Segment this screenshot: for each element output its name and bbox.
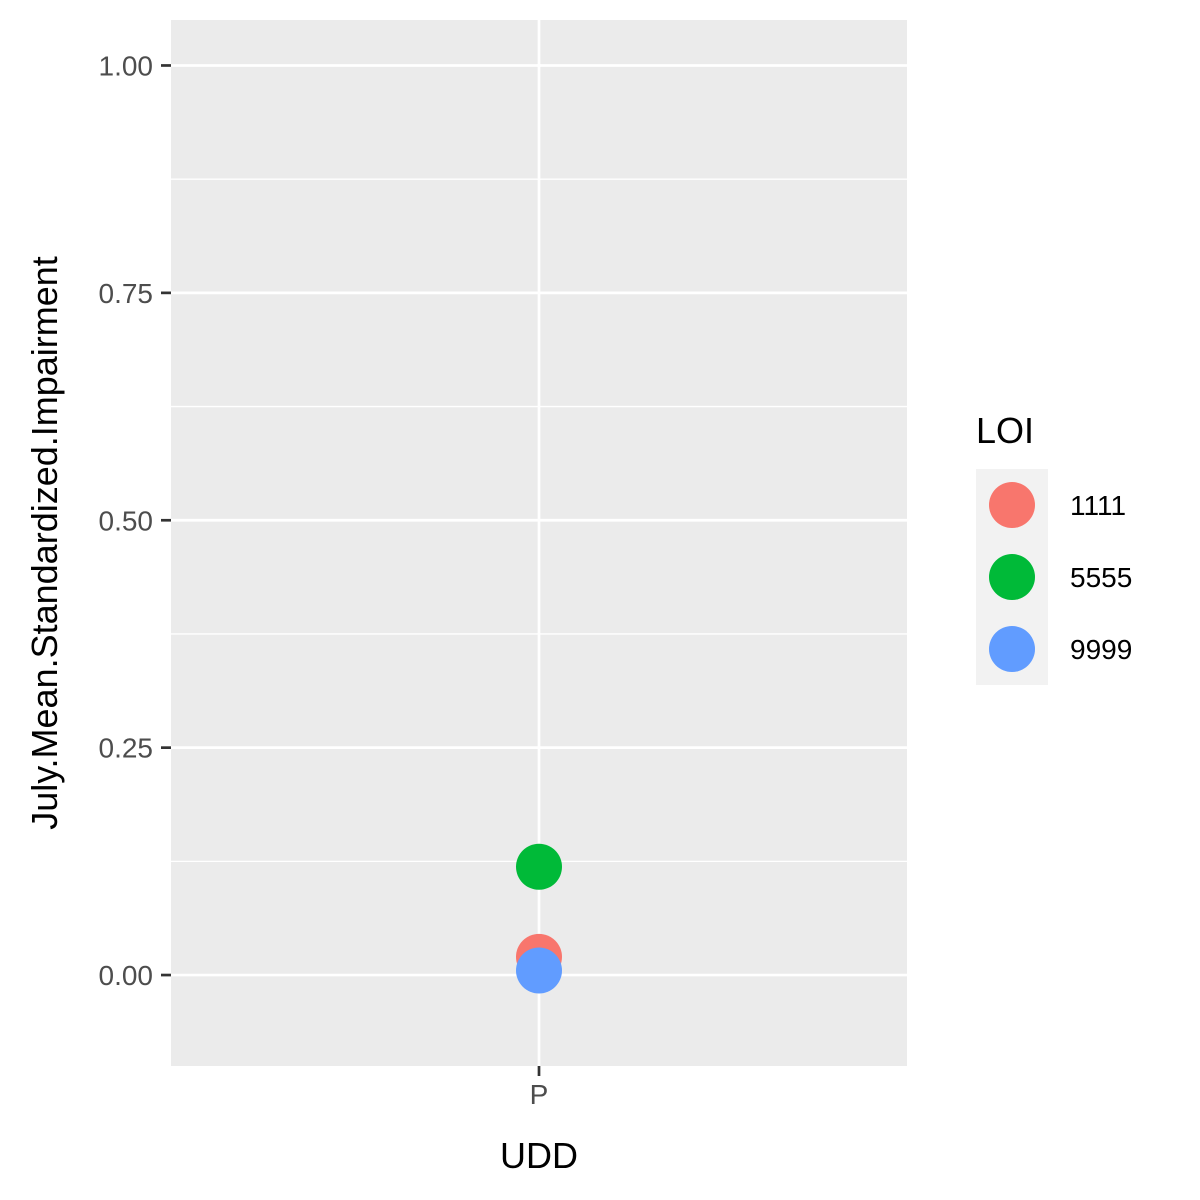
y-tick-label: 0.50 [99, 505, 154, 536]
y-tick-label: 0.25 [99, 733, 154, 764]
major-gridlines [171, 20, 907, 1066]
x-axis: P [530, 1066, 549, 1110]
y-axis-title: July.Mean.Standardized.Impairment [24, 256, 65, 830]
data-point-9999 [516, 947, 562, 994]
y-tick-label: 0.00 [99, 960, 154, 991]
legend-title: LOI [976, 410, 1034, 451]
legend-label: 1111 [1070, 490, 1126, 521]
legend-label: 9999 [1070, 634, 1132, 665]
legend: LOI 1111 5555 9999 [976, 410, 1132, 685]
x-tick-label: P [530, 1079, 549, 1110]
y-axis: 0.00 0.25 0.50 0.75 1.00 [99, 50, 171, 991]
legend-label: 5555 [1070, 562, 1132, 593]
y-tick-label: 0.75 [99, 278, 154, 309]
legend-key-5555 [989, 554, 1035, 600]
data-points [516, 843, 562, 994]
legend-key-9999 [989, 626, 1035, 672]
y-tick-label: 1.00 [99, 50, 154, 81]
x-axis-title: UDD [500, 1135, 578, 1176]
data-point-5555 [516, 843, 562, 890]
legend-key-1111 [989, 482, 1035, 528]
